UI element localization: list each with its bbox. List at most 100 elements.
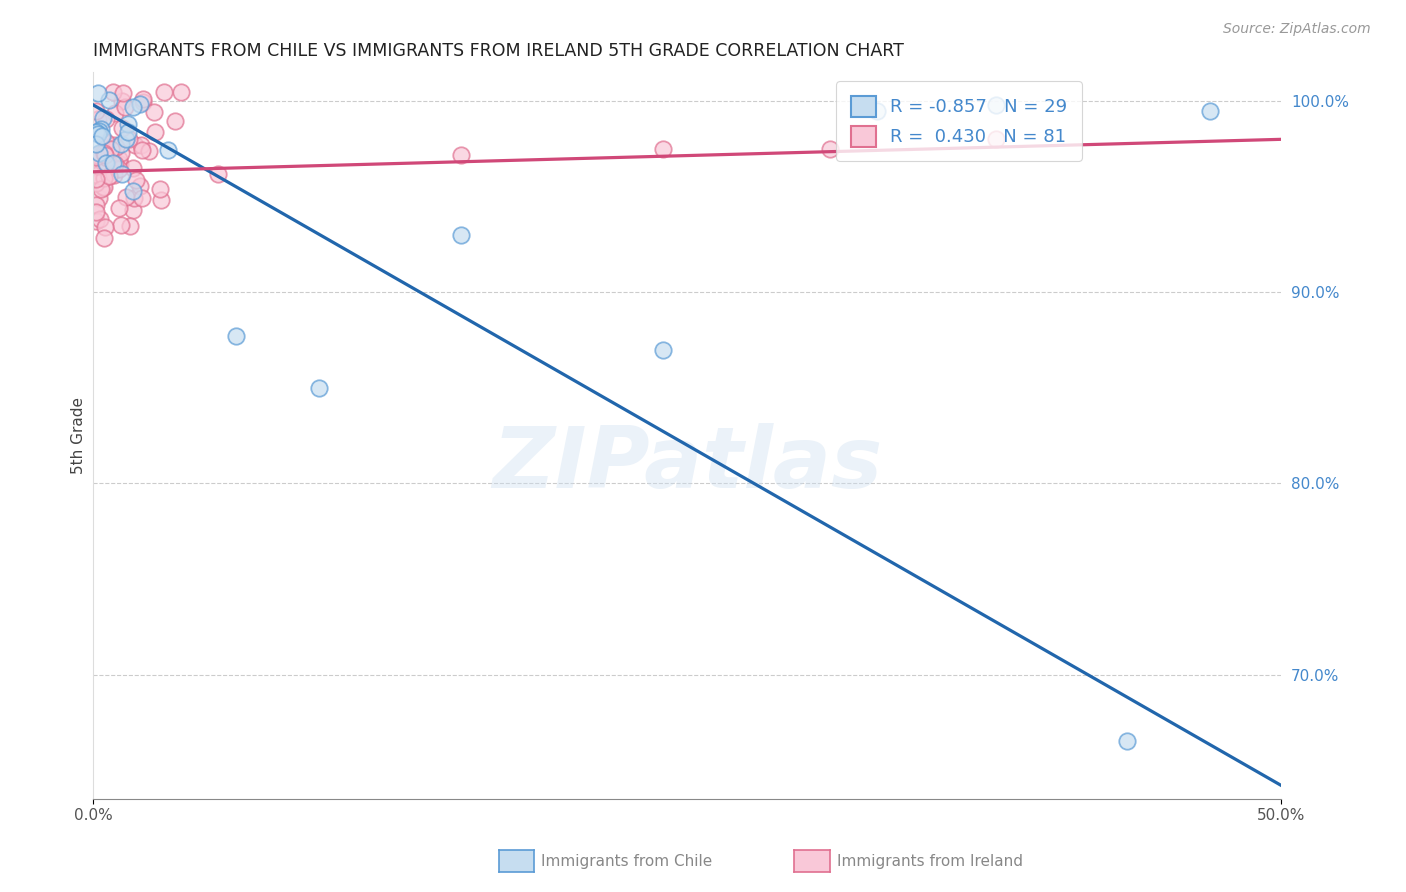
Point [118,219,141,234]
Point [104,156,127,170]
Point [94,156,117,170]
Point [87,112,110,126]
Point [84,137,107,152]
Point [165,113,187,128]
Point [93,219,115,234]
Point [115,190,138,204]
Point [103,138,125,153]
Point [93,179,115,194]
Point [103,163,125,178]
Point [153,85,176,99]
Point [96,151,118,165]
Point [87,146,110,161]
Point [90,182,112,196]
Point [84,172,107,186]
Point [93,150,115,164]
Point [111,94,134,108]
Point [131,191,153,205]
Point [100,143,122,157]
Point [131,143,153,157]
Point [114,100,136,114]
Point [87,148,110,162]
Point [308,381,330,395]
Point [112,86,135,100]
Point [110,137,132,152]
Point [117,117,139,131]
Point [98,169,121,184]
Point [122,184,145,198]
Point [122,161,145,176]
Point [124,138,146,153]
Point [84,150,107,164]
Point [110,218,132,232]
Point [207,168,229,182]
Text: ZIPatlas: ZIPatlas [492,423,883,506]
Point [104,140,127,154]
Point [86,168,108,182]
Point [652,142,675,156]
Text: Immigrants from Ireland: Immigrants from Ireland [837,854,1022,869]
Point [87,160,110,174]
Point [652,343,675,357]
Point [98,169,121,184]
Point [89,190,111,204]
Point [94,135,117,149]
Point [84,104,107,119]
Point [225,329,247,343]
Point [118,132,141,146]
Point [450,227,472,242]
Point [107,201,129,215]
Point [94,112,117,126]
Point [142,104,165,119]
Point [169,85,191,99]
Text: Immigrants from Chile: Immigrants from Chile [541,854,713,869]
Point [86,167,108,181]
Point [866,103,889,118]
Legend: R = -0.857   N = 29, R =  0.430   N = 81: R = -0.857 N = 29, R = 0.430 N = 81 [837,81,1083,161]
Point [84,149,107,163]
Point [129,138,152,153]
Point [132,95,155,110]
Point [91,111,114,125]
Point [149,182,172,196]
Point [157,143,180,157]
Point [1198,103,1220,118]
Point [117,125,139,139]
Point [101,155,124,169]
Point [108,152,131,166]
Point [143,125,166,139]
Point [124,173,146,187]
Point [110,146,132,161]
Point [96,136,118,151]
Point [984,98,1007,112]
Point [1115,734,1137,748]
Text: IMMIGRANTS FROM CHILE VS IMMIGRANTS FROM IRELAND 5TH GRADE CORRELATION CHART: IMMIGRANTS FROM CHILE VS IMMIGRANTS FROM… [93,42,904,60]
Point [93,231,115,245]
Point [87,127,110,141]
Point [96,157,118,171]
Point [84,171,107,186]
Point [86,86,108,100]
Point [984,132,1007,146]
Point [89,148,111,162]
Point [84,148,107,162]
Point [91,180,114,194]
Point [84,125,107,139]
Point [84,205,107,219]
Point [84,176,107,190]
Point [450,147,472,161]
Point [138,144,160,158]
Point [87,124,110,138]
Point [94,147,117,161]
Point [110,157,132,171]
Point [84,197,107,211]
Point [84,214,107,228]
Point [93,170,115,185]
Point [98,161,121,176]
Point [122,100,145,114]
Point [818,142,841,156]
Point [91,155,114,169]
Point [90,122,112,136]
Point [128,179,150,194]
Point [97,93,120,107]
